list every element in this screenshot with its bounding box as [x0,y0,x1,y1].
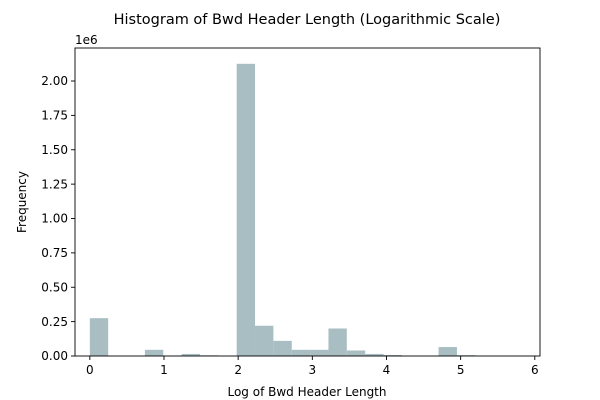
histogram-bars [89,63,476,356]
x-tick-label: 0 [86,363,94,377]
plot-frame [74,47,541,357]
y-axis-ticks: 0.00 0.25 0.50 0.75 1.00 1.25 1.50 1.75 2.00 [41,74,75,363]
x-tick-label: 1 [160,363,168,377]
y-tick-label: 1.50 [41,143,68,157]
y-offset-label: 1e6 [75,33,98,47]
histogram-bar-14 [346,350,366,356]
histogram-bar-15 [365,353,384,356]
histogram-bar-13 [328,328,347,356]
y-tick-label: 2.00 [41,74,68,88]
x-tick-label: 5 [457,363,465,377]
y-axis-label: Frequency [15,171,29,233]
histogram-bar-12 [310,349,329,356]
x-tick-label: 2 [234,363,242,377]
y-tick-label: 0.00 [41,349,68,363]
x-axis-label: Log of Bwd Header Length [227,385,386,399]
histogram-bar-8 [236,63,256,356]
histogram-bar-11 [291,349,311,356]
x-tick-label: 3 [309,363,317,377]
x-tick-label: 6 [531,363,539,377]
chart-title: Histogram of Bwd Header Length (Logarith… [114,12,501,28]
histogram-bar-3 [144,349,164,356]
y-tick-label: 1.00 [41,212,68,226]
histogram-bar-5 [181,353,200,356]
histogram-bar-19 [438,347,457,356]
histogram-bar-9 [255,325,274,356]
histogram-bar-16 [383,355,402,356]
histogram-bar-0 [89,318,109,356]
histogram-bar-10 [273,340,292,356]
y-tick-label: 0.75 [41,246,68,260]
y-tick-label: 0.50 [41,280,68,294]
y-tick-label: 1.75 [41,109,68,123]
x-tick-label: 4 [383,363,391,377]
x-axis-ticks: 0 1 2 3 4 5 6 [86,356,539,377]
y-tick-label: 0.25 [41,315,68,329]
y-tick-label: 1.25 [41,177,68,191]
